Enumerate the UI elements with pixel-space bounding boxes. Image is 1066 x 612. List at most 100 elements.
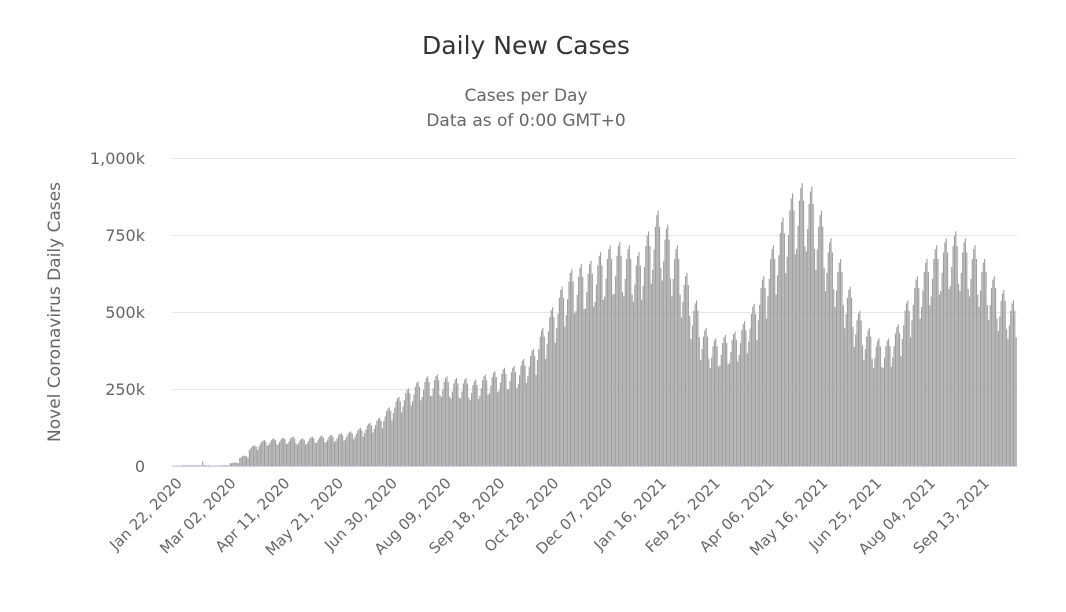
bar-day-511 <box>873 368 874 466</box>
bar-day-21 <box>201 465 202 466</box>
bar-day-378 <box>691 339 692 466</box>
chart-subtitle-1: Cases per Day <box>464 86 587 106</box>
bar-day-127 <box>346 437 347 466</box>
bar-day-229 <box>486 380 487 466</box>
bar-day-567 <box>950 286 951 466</box>
bar-day-540 <box>913 305 914 466</box>
bar-day-328 <box>622 292 623 466</box>
bar-day-490 <box>844 328 845 466</box>
bar-day-565 <box>947 253 948 466</box>
bar-day-333 <box>629 245 630 466</box>
bar-day-516 <box>880 346 881 466</box>
bar-day-112 <box>326 442 327 466</box>
bar-day-354 <box>658 211 659 466</box>
bar-day-535 <box>906 303 907 466</box>
y-axis-title: Novel Coronavirus Daily Cases <box>45 182 65 442</box>
bar-day-49 <box>239 458 240 466</box>
bar-day-327 <box>621 256 622 466</box>
bar-day-430 <box>762 280 763 466</box>
bar-day-522 <box>888 338 889 466</box>
bar-day-232 <box>490 386 491 466</box>
bar-day-242 <box>504 368 505 466</box>
bar-day-396 <box>715 338 716 466</box>
bar-day-418 <box>745 330 746 466</box>
bar-day-182 <box>422 397 423 466</box>
bar-day-550 <box>926 259 927 466</box>
bar-day-521 <box>887 341 888 466</box>
bar-day-318 <box>608 249 609 466</box>
bar-day-546 <box>921 307 922 466</box>
bar-day-249 <box>514 366 515 466</box>
bar-day-17 <box>195 465 196 466</box>
bar-day-370 <box>680 295 681 466</box>
bar-day-269 <box>541 330 542 466</box>
bar-day-237 <box>497 392 498 466</box>
bar-day-56 <box>249 450 250 466</box>
bar-day-247 <box>511 372 512 466</box>
bar-day-212 <box>463 384 464 466</box>
bar-day-412 <box>737 362 738 467</box>
bar-day-304 <box>589 264 590 466</box>
bar-day-198 <box>444 382 445 466</box>
bar-day-498 <box>855 334 856 466</box>
bar-day-279 <box>555 343 556 466</box>
bar-day-348 <box>649 246 650 466</box>
bar-day-588 <box>979 307 980 466</box>
bar-day-143 <box>368 424 369 466</box>
y-tick-label: 750k <box>105 226 146 245</box>
bar-day-514 <box>877 341 878 466</box>
bar-day-24 <box>205 465 206 466</box>
bar-day-361 <box>667 225 668 466</box>
bar-day-441 <box>777 275 778 466</box>
bar-day-421 <box>750 328 751 466</box>
bar-day-158 <box>389 407 390 466</box>
bar-day-36 <box>221 465 222 466</box>
bar-day-423 <box>752 307 753 466</box>
bar-day-380 <box>693 311 694 466</box>
bar-day-12 <box>188 465 189 466</box>
bar-day-104 <box>315 443 316 466</box>
bar-day-526 <box>894 346 895 466</box>
bar-day-66 <box>263 441 264 466</box>
bar-day-557 <box>936 245 937 466</box>
bar-day-531 <box>900 356 901 466</box>
bar-day-89 <box>294 439 295 466</box>
bar-day-599 <box>994 276 995 466</box>
bar-day-227 <box>483 376 484 466</box>
bar-day-564 <box>946 238 947 466</box>
bar-day-71 <box>269 443 270 466</box>
bar-day-205 <box>453 384 454 466</box>
bar-day-389 <box>706 328 707 466</box>
bar-day-224 <box>479 396 480 466</box>
bar-day-130 <box>350 432 351 467</box>
bar-day-103 <box>313 439 314 466</box>
bar-day-434 <box>767 296 768 466</box>
bar-day-467 <box>813 204 814 466</box>
bar-day-392 <box>710 368 711 466</box>
bar-day-404 <box>726 343 727 466</box>
bar-day-574 <box>959 291 960 466</box>
y-tick-label: 500k <box>105 303 146 322</box>
bar-day-184 <box>424 382 425 466</box>
bar-day-193 <box>437 375 438 466</box>
bar-day-570 <box>954 236 955 466</box>
bar-day-397 <box>717 346 718 466</box>
bar-day-183 <box>423 390 424 466</box>
bar-day-38 <box>224 465 225 466</box>
bar-day-391 <box>708 359 709 466</box>
bar-day-394 <box>712 346 713 466</box>
bar-day-55 <box>247 458 248 466</box>
bar-day-614 <box>1014 311 1015 466</box>
bar-day-172 <box>408 388 409 466</box>
bar-day-82 <box>284 439 285 466</box>
bar-day-238 <box>498 391 499 466</box>
bar-day-272 <box>545 359 546 466</box>
bar-day-388 <box>704 330 705 466</box>
bar-day-604 <box>1001 301 1002 466</box>
bar-day-76 <box>276 445 277 466</box>
bar-day-610 <box>1009 326 1010 466</box>
bar-day-398 <box>718 367 719 466</box>
bar-day-134 <box>356 434 357 466</box>
bar-day-174 <box>411 406 412 466</box>
